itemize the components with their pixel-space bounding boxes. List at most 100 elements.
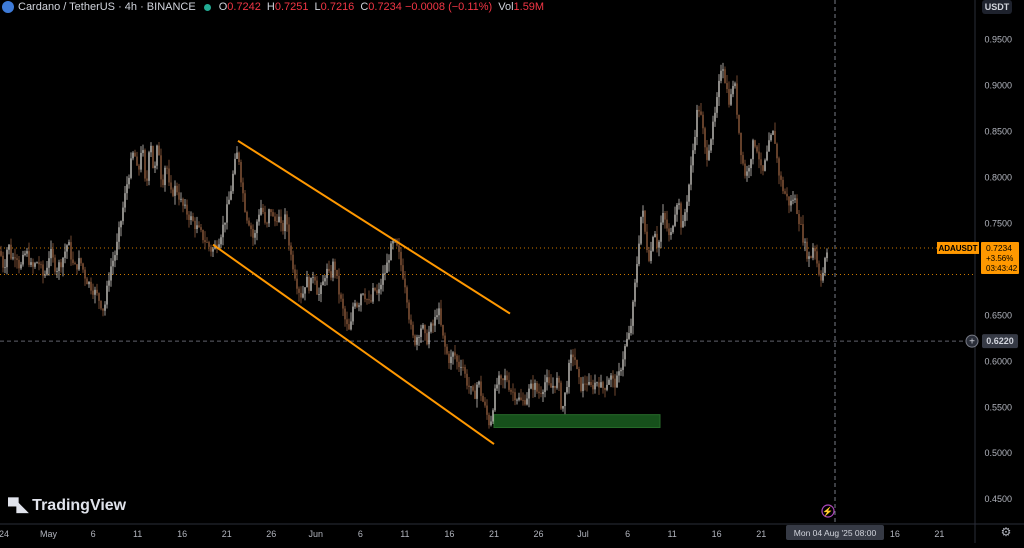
candle-body xyxy=(722,69,724,71)
candle-body xyxy=(462,366,464,368)
candle-body xyxy=(282,222,284,232)
candle-body xyxy=(264,212,266,223)
candle-body xyxy=(498,375,500,385)
candle-body xyxy=(670,232,672,236)
candle-body xyxy=(770,134,772,141)
candle-body xyxy=(196,225,198,229)
candle-body xyxy=(240,161,242,183)
candle-body xyxy=(632,301,634,326)
candle-body xyxy=(80,258,82,264)
candle-body xyxy=(460,366,462,368)
tradingview-logo[interactable]: ▀◣ TradingView xyxy=(8,497,126,515)
candle-body xyxy=(302,293,304,298)
candle-body xyxy=(338,275,340,295)
candle-body xyxy=(442,324,444,336)
price-tag-bg xyxy=(981,241,1019,274)
time-tick-label: 6 xyxy=(625,529,630,539)
candle-body xyxy=(360,294,362,306)
candle-body xyxy=(606,384,608,390)
candle-body xyxy=(676,204,678,215)
candle-body xyxy=(520,397,522,400)
candle-body xyxy=(474,390,476,399)
candle-body xyxy=(56,271,58,272)
candle-body xyxy=(194,220,196,229)
candle-body xyxy=(368,299,370,301)
candle-body xyxy=(78,258,80,270)
candle-body xyxy=(604,388,606,390)
candle-body xyxy=(390,243,392,261)
candle-body xyxy=(792,199,794,201)
price-tick-label: 0.6000 xyxy=(984,356,1012,366)
candle-body xyxy=(304,287,306,294)
candle-body xyxy=(280,216,282,223)
candle-body xyxy=(184,204,186,206)
crosshair-time-bg xyxy=(786,525,884,540)
candle-body xyxy=(122,207,124,222)
candle-body xyxy=(648,250,650,261)
candle-body xyxy=(192,216,194,221)
candle-body xyxy=(574,357,576,360)
candle-body xyxy=(482,395,484,402)
candle-body xyxy=(298,288,300,293)
candle-body xyxy=(668,228,670,236)
candle-body xyxy=(468,385,470,387)
candle-body xyxy=(602,382,604,389)
candle-body xyxy=(738,114,740,133)
candle-body xyxy=(430,323,432,332)
candle-body xyxy=(178,192,180,200)
candle-body xyxy=(488,414,490,426)
candle-body xyxy=(198,225,200,228)
candle-body xyxy=(588,381,590,385)
candle-body xyxy=(212,248,214,252)
candle-body xyxy=(744,163,746,176)
candle-body xyxy=(766,151,768,161)
candle-body xyxy=(58,262,60,272)
candle-body xyxy=(206,242,208,243)
settings-gear-icon[interactable]: ⚙ xyxy=(1000,525,1012,539)
low-label: L xyxy=(314,1,321,13)
candle-body xyxy=(672,225,674,233)
candle-body xyxy=(584,383,586,385)
candle-body xyxy=(348,324,350,330)
candle-body xyxy=(652,237,654,251)
candle-body xyxy=(238,152,240,162)
candle-body xyxy=(126,184,128,194)
candle-body xyxy=(158,145,160,156)
currency-button[interactable]: USDT xyxy=(982,0,1012,14)
candle-body xyxy=(620,369,622,372)
candle-body xyxy=(336,269,338,276)
candle-body xyxy=(582,383,584,391)
candle-body xyxy=(176,185,178,193)
candle-body xyxy=(746,171,748,176)
candle-body xyxy=(108,280,110,286)
candle-body xyxy=(580,377,582,391)
candle-body xyxy=(210,246,212,252)
time-tick-label: 16 xyxy=(177,529,187,539)
symbol-title[interactable]: Cardano / TetherUS · 4h · BINANCE xyxy=(18,1,196,13)
candle-body xyxy=(696,109,698,137)
candle-body xyxy=(202,229,204,241)
candle-body xyxy=(578,368,580,378)
candle-body xyxy=(62,257,64,268)
time-tick-label: 26 xyxy=(266,529,276,539)
candle-body xyxy=(50,248,52,259)
candle-body xyxy=(380,284,382,290)
candle-body xyxy=(144,150,146,179)
candle-body xyxy=(266,222,268,224)
crosshair-price-label: 0.6220 xyxy=(986,336,1014,346)
candle-body xyxy=(96,289,98,294)
candle-body xyxy=(288,224,290,246)
candle-body xyxy=(714,112,716,122)
candle-body xyxy=(726,83,728,90)
candle-body xyxy=(698,109,700,112)
candle-body xyxy=(254,233,256,238)
candle-body xyxy=(772,130,774,135)
candle-body xyxy=(802,224,804,243)
candle-body xyxy=(244,193,246,212)
candle-body xyxy=(140,152,142,170)
candle-body xyxy=(432,323,434,326)
candle-body xyxy=(364,293,366,300)
candle-body xyxy=(152,145,154,168)
